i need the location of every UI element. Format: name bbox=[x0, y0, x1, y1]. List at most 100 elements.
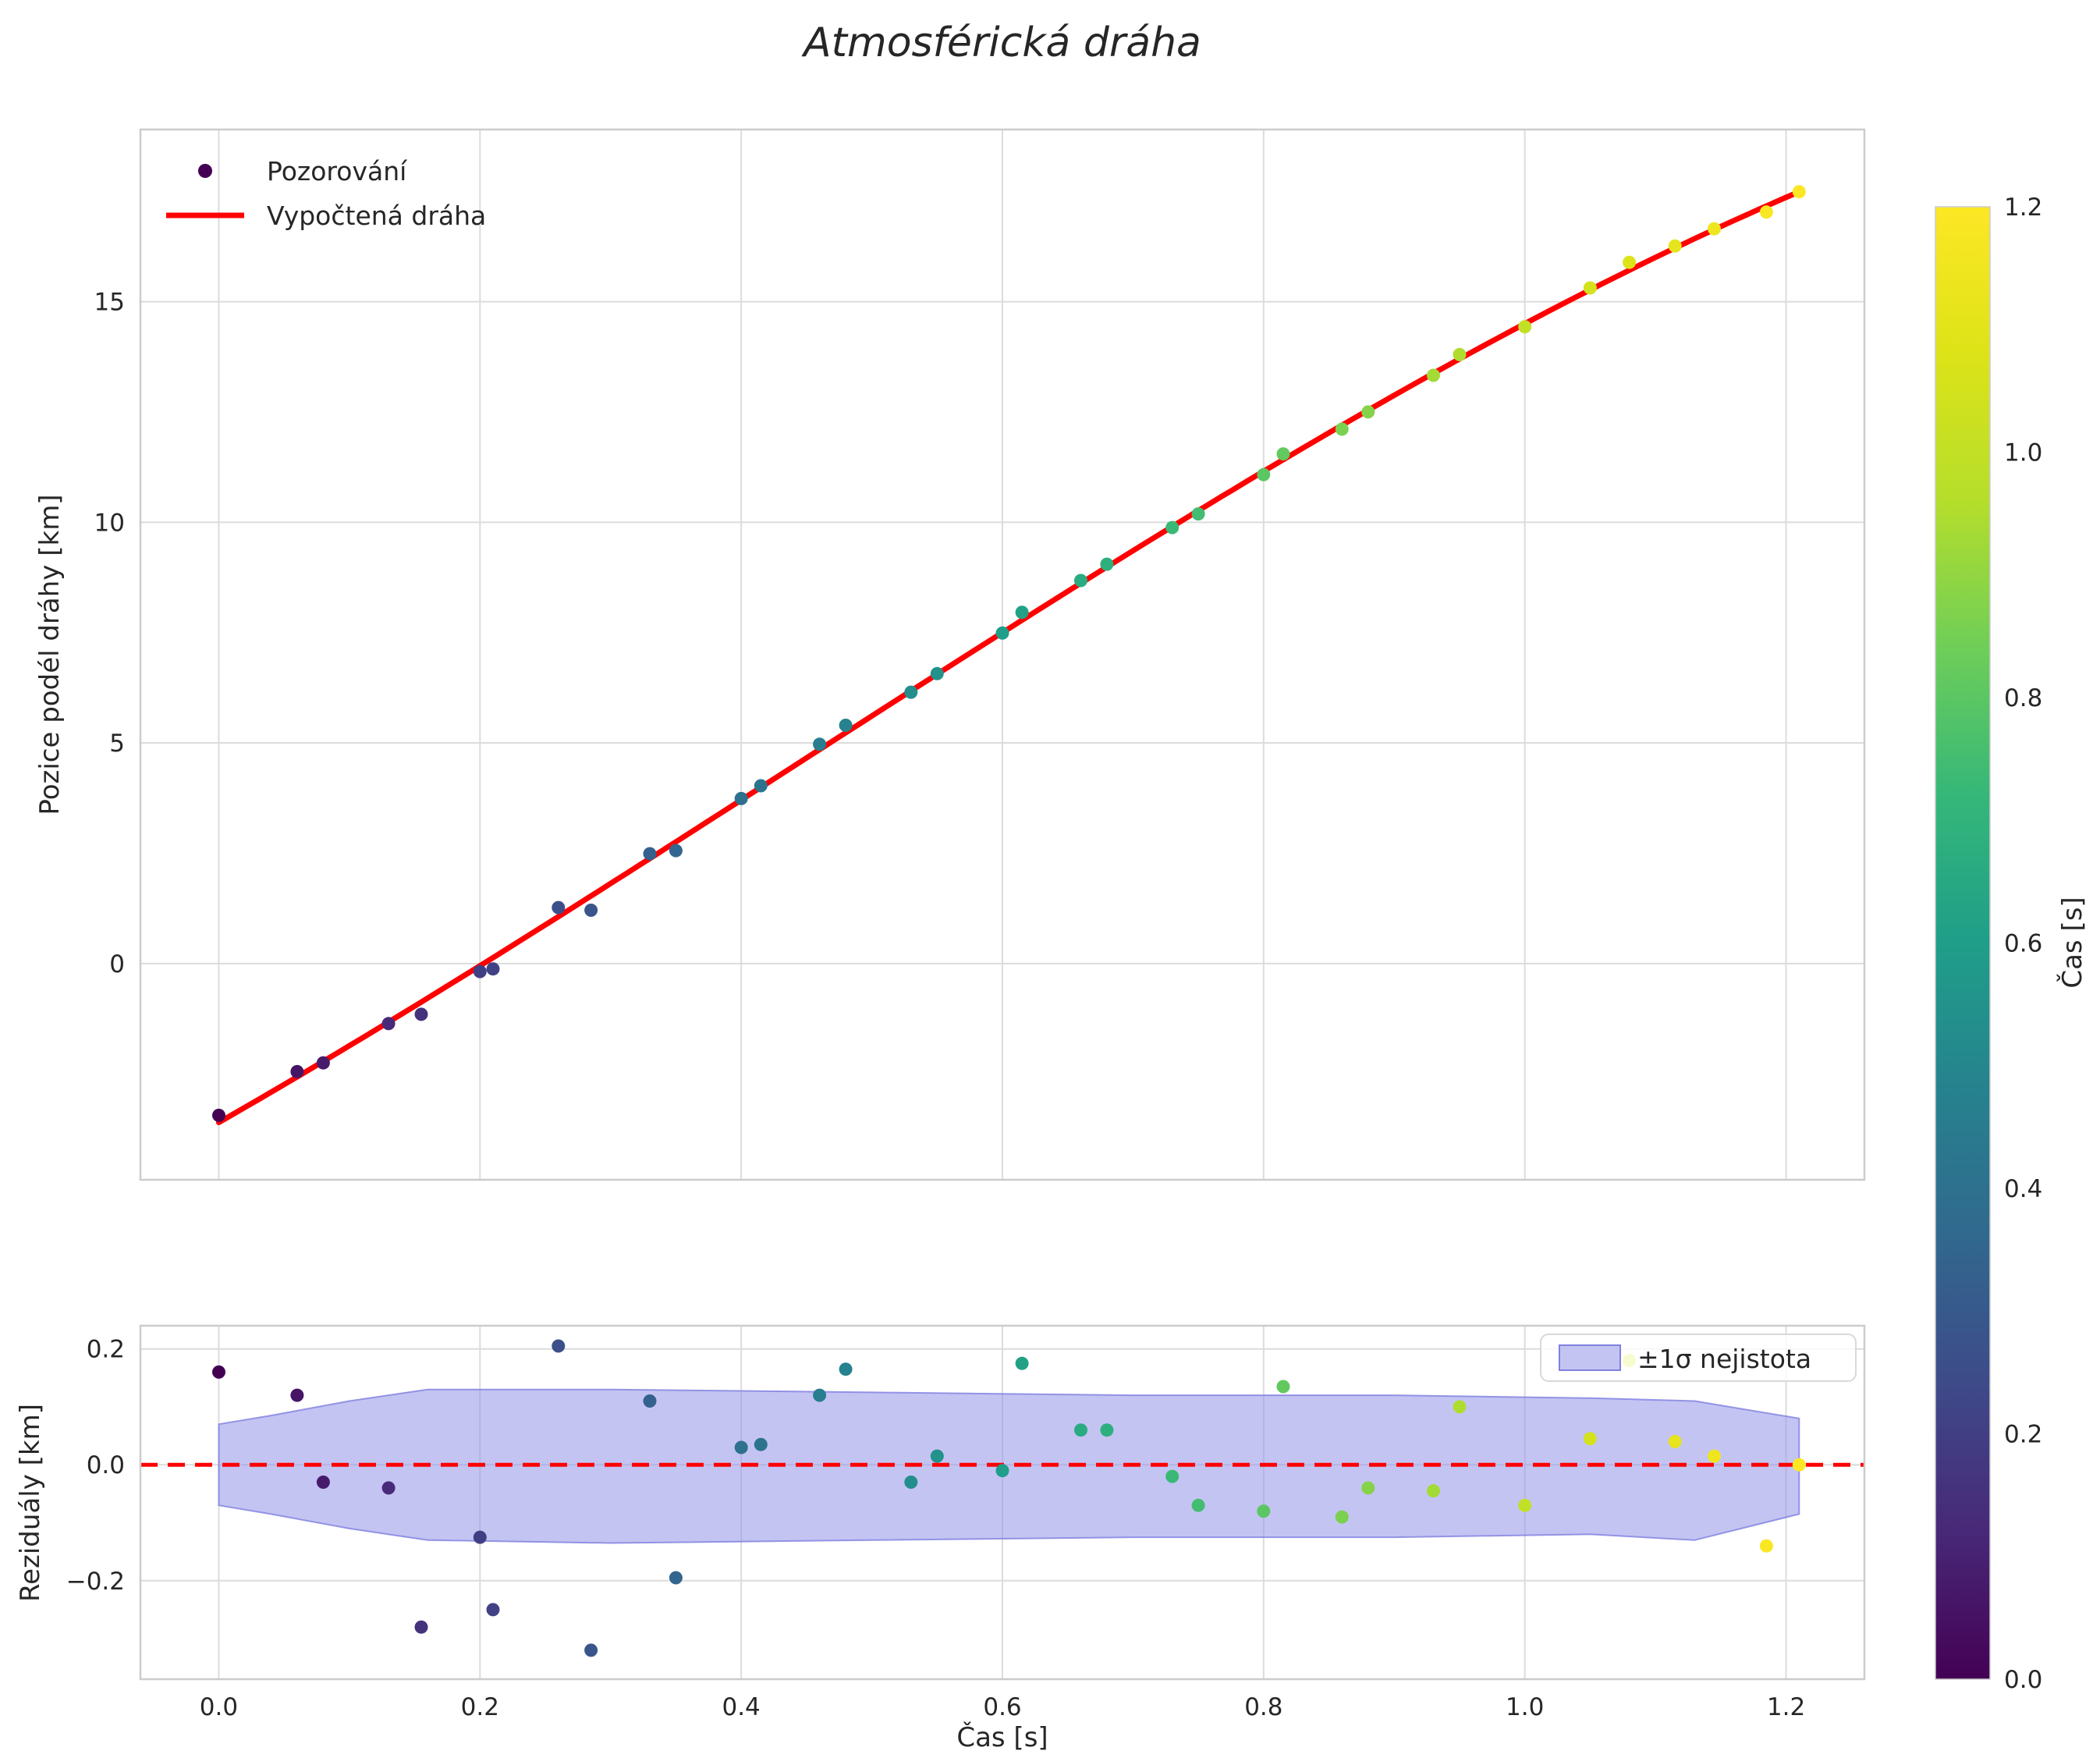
observation-point bbox=[316, 1056, 330, 1070]
x-tick-label: 1.2 bbox=[1767, 1693, 1805, 1721]
observation-point bbox=[930, 666, 944, 680]
observation-point bbox=[1668, 239, 1682, 253]
residual-point bbox=[1708, 1449, 1721, 1463]
axes-border bbox=[139, 128, 1866, 1181]
x-tick-label: 0.8 bbox=[1244, 1693, 1282, 1721]
observation-point bbox=[734, 791, 748, 805]
observation-point bbox=[212, 1108, 225, 1122]
legend-trajectory: Pozorování Vypočtená dráha bbox=[166, 156, 486, 231]
residual-point bbox=[414, 1620, 428, 1634]
residual-point bbox=[1335, 1510, 1349, 1524]
residual-point bbox=[1074, 1423, 1087, 1437]
observation-point bbox=[473, 964, 487, 978]
observation-point bbox=[1100, 557, 1114, 571]
observation-point bbox=[754, 779, 768, 793]
observation-point bbox=[1361, 405, 1375, 419]
residual-point bbox=[316, 1476, 330, 1489]
legend-band-label: ±1σ nejistota bbox=[1637, 1344, 1811, 1374]
x-tick-label: 0.2 bbox=[461, 1693, 499, 1721]
y-tick-label: −0.2 bbox=[66, 1568, 125, 1596]
observation-point bbox=[1015, 606, 1029, 620]
colorbar-tick-label: 0.2 bbox=[2004, 1421, 2042, 1449]
legend-observation-label: Pozorování bbox=[267, 156, 408, 186]
residual-point bbox=[754, 1437, 768, 1451]
colorbar-label: Čas [s] bbox=[2056, 897, 2088, 988]
residual-point bbox=[839, 1362, 853, 1376]
residual-point bbox=[212, 1365, 225, 1379]
observation-point bbox=[1074, 574, 1087, 588]
y-tick-label: 0 bbox=[109, 950, 125, 978]
residuals-ylabel: Reziduály [km] bbox=[15, 1404, 46, 1602]
observation-point bbox=[584, 904, 598, 917]
observation-point bbox=[414, 1007, 428, 1021]
residual-point bbox=[1165, 1469, 1179, 1483]
legend-uncertainty: ±1σ nejistota bbox=[1540, 1334, 1857, 1382]
y-tick-label: 0.0 bbox=[87, 1451, 125, 1479]
colorbar-tick-label: 0.8 bbox=[2004, 684, 2042, 712]
observation-point bbox=[486, 962, 500, 976]
observation-point bbox=[1708, 222, 1721, 236]
figure-title: Atmosférická dráha bbox=[801, 20, 1201, 66]
colorbar-tick-label: 0.0 bbox=[2004, 1666, 2042, 1694]
residuals-plot: 0.2 0.0 −0.2 0.0 0.2 0.4 0.6 0.8 1.0 1.2 bbox=[66, 1324, 1866, 1721]
observation-point bbox=[643, 847, 657, 861]
residual-point bbox=[813, 1388, 827, 1402]
observation-point bbox=[552, 900, 566, 915]
residual-point bbox=[1361, 1481, 1375, 1495]
x-tick-label: 0.0 bbox=[200, 1693, 238, 1721]
observation-point bbox=[1276, 447, 1290, 461]
colorbar-tick-label: 1.0 bbox=[2004, 439, 2042, 467]
y-tick-label: 15 bbox=[94, 289, 125, 317]
observation-point bbox=[1257, 467, 1271, 481]
y-tick-label: 5 bbox=[109, 730, 125, 758]
x-tick-label: 0.6 bbox=[983, 1693, 1021, 1721]
legend-fitline-label: Vypočtená dráha bbox=[267, 201, 486, 231]
residual-point bbox=[1276, 1380, 1290, 1394]
observation-point bbox=[1335, 422, 1349, 436]
observation-point bbox=[669, 843, 683, 858]
residual-point bbox=[1453, 1400, 1467, 1414]
x-tick-label: 1.0 bbox=[1506, 1693, 1544, 1721]
observation-point bbox=[904, 685, 918, 699]
residual-point bbox=[904, 1476, 918, 1489]
residual-point bbox=[1100, 1423, 1114, 1437]
observation-point bbox=[290, 1064, 304, 1078]
residual-point bbox=[381, 1481, 396, 1495]
residual-point bbox=[290, 1388, 304, 1402]
observation-point bbox=[1518, 320, 1532, 334]
residual-point bbox=[1427, 1484, 1440, 1498]
residual-point bbox=[1015, 1356, 1029, 1370]
uncertainty-band bbox=[218, 1388, 1800, 1544]
residual-point bbox=[1792, 1458, 1806, 1472]
observation-point bbox=[995, 626, 1009, 640]
observation-point bbox=[813, 737, 827, 751]
trajectory-plot: 0 5 10 15 bbox=[94, 128, 1866, 1181]
residual-point bbox=[486, 1603, 500, 1617]
residual-point bbox=[734, 1440, 748, 1454]
x-tick-label: 0.4 bbox=[722, 1693, 760, 1721]
residual-point bbox=[669, 1571, 683, 1585]
residual-point bbox=[473, 1530, 487, 1544]
observation-point bbox=[1453, 347, 1467, 361]
observation-point bbox=[1165, 520, 1179, 535]
legend-observation-marker-icon bbox=[198, 164, 212, 178]
residual-point bbox=[1583, 1432, 1597, 1446]
observation-point bbox=[381, 1017, 396, 1031]
observation-point bbox=[1191, 507, 1205, 521]
residual-point bbox=[1759, 1539, 1773, 1553]
axes-border bbox=[139, 1324, 1866, 1681]
colorbar: 0.0 0.2 0.4 0.6 0.8 1.0 1.2 bbox=[1935, 194, 2042, 1694]
observation-point bbox=[1792, 185, 1806, 199]
y-tick-label: 0.2 bbox=[87, 1336, 125, 1364]
residual-point bbox=[930, 1449, 944, 1463]
residual-point bbox=[584, 1643, 598, 1657]
residual-point bbox=[643, 1394, 657, 1408]
residual-point bbox=[1191, 1498, 1205, 1512]
observation-point bbox=[1623, 255, 1637, 269]
legend-band-swatch-icon bbox=[1559, 1344, 1621, 1371]
residual-point bbox=[1668, 1435, 1682, 1448]
residual-point bbox=[552, 1339, 566, 1353]
fit-line bbox=[216, 189, 1802, 1125]
observation-point bbox=[1759, 205, 1773, 219]
